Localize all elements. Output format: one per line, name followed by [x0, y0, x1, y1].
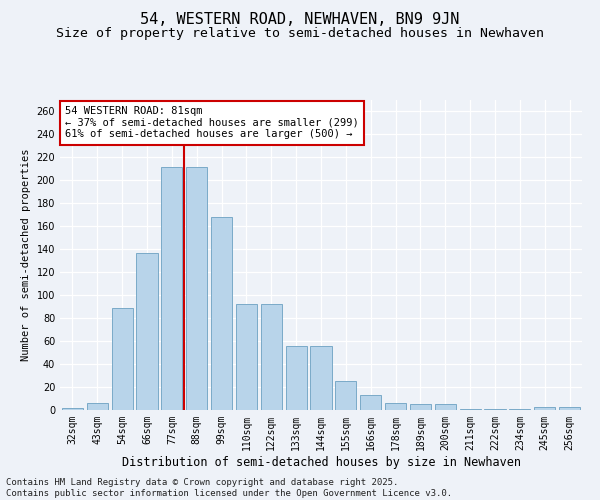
X-axis label: Distribution of semi-detached houses by size in Newhaven: Distribution of semi-detached houses by …	[121, 456, 521, 468]
Bar	[161, 166, 182, 410]
Text: 54 WESTERN ROAD: 81sqm
← 37% of semi-detached houses are smaller (299)
61% of se: 54 WESTERN ROAD: 81sqm ← 37% of semi-det…	[65, 106, 359, 140]
Bar	[186, 166, 207, 410]
Bar	[460, 409, 481, 410]
Bar	[335, 382, 356, 410]
Bar	[534, 406, 555, 410]
Text: 54, WESTERN ROAD, NEWHAVEN, BN9 9JN: 54, WESTERN ROAD, NEWHAVEN, BN9 9JN	[140, 12, 460, 28]
Text: Size of property relative to semi-detached houses in Newhaven: Size of property relative to semi-detach…	[56, 28, 544, 40]
Bar	[410, 404, 431, 410]
Bar	[559, 406, 580, 410]
Bar	[435, 404, 456, 410]
Bar	[136, 252, 158, 410]
Bar	[484, 409, 506, 410]
Bar	[385, 403, 406, 410]
Bar	[310, 346, 332, 410]
Bar	[87, 403, 108, 410]
Y-axis label: Number of semi-detached properties: Number of semi-detached properties	[21, 149, 31, 361]
Bar	[509, 409, 530, 410]
Bar	[211, 217, 232, 410]
Text: Contains HM Land Registry data © Crown copyright and database right 2025.
Contai: Contains HM Land Registry data © Crown c…	[6, 478, 452, 498]
Bar	[261, 304, 282, 410]
Bar	[360, 395, 381, 410]
Bar	[62, 408, 83, 410]
Bar	[112, 308, 133, 410]
Bar	[286, 346, 307, 410]
Bar	[236, 304, 257, 410]
